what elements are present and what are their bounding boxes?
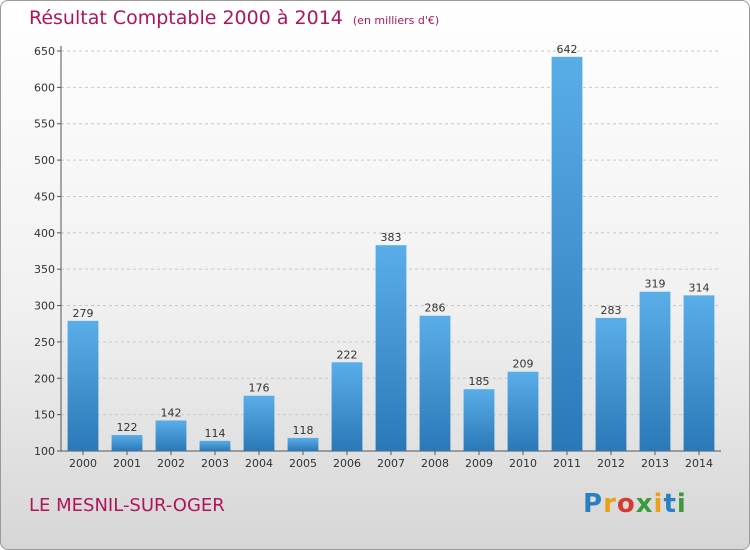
value-label: 176	[249, 382, 270, 395]
y-tick-label: 100	[34, 445, 55, 458]
bar-2014	[683, 295, 715, 451]
y-tick-label: 400	[34, 227, 55, 240]
x-tick-label: 2009	[465, 457, 493, 470]
y-tick-label: 550	[34, 118, 55, 131]
x-tick-label: 2002	[157, 457, 185, 470]
bar-2004	[243, 395, 275, 451]
x-tick-label: 2003	[201, 457, 229, 470]
bar-2008	[419, 315, 451, 451]
bar-2005	[287, 437, 319, 451]
value-label: 142	[161, 406, 182, 419]
logo-letter: t	[663, 489, 677, 519]
bars	[67, 56, 715, 452]
value-label: 642	[557, 43, 578, 56]
y-tick-label: 450	[34, 190, 55, 203]
bar-2011	[551, 56, 583, 452]
value-label: 279	[73, 307, 94, 320]
bar-2006	[331, 362, 363, 451]
x-tick-label: 2012	[597, 457, 625, 470]
logo-letter: x	[635, 489, 654, 519]
x-tick-label: 2001	[113, 457, 141, 470]
y-tick-label: 650	[34, 45, 55, 58]
y-tick-label: 200	[34, 372, 55, 385]
value-label: 209	[513, 358, 534, 371]
x-tick-label: 2010	[509, 457, 537, 470]
y-tick-label: 500	[34, 154, 55, 167]
x-tick-label: 2000	[69, 457, 97, 470]
bar-2000	[67, 320, 99, 451]
logo-letter: i	[653, 489, 664, 519]
value-label: 222	[337, 348, 358, 361]
title-text: Résultat Comptable 2000 à 2014	[29, 7, 343, 29]
value-label: 122	[117, 421, 138, 434]
bar-2002	[155, 420, 187, 451]
x-tick-label: 2007	[377, 457, 405, 470]
value-label: 118	[293, 424, 314, 437]
y-tick-label: 250	[34, 336, 55, 349]
y-tick-label: 350	[34, 263, 55, 276]
value-label: 286	[425, 302, 446, 315]
labels: 100 150 200 250 300 350 400 450 500 550 600 650 279 2…	[34, 43, 713, 470]
value-label: 383	[381, 231, 402, 244]
x-tick-label: 2004	[245, 457, 273, 470]
value-label: 283	[601, 304, 622, 317]
value-label: 114	[205, 427, 226, 440]
bar-2010	[507, 371, 539, 451]
x-tick-label: 2014	[685, 457, 713, 470]
bar-2009	[463, 389, 495, 451]
bar-2007	[375, 245, 407, 451]
chart-title: Résultat Comptable 2000 à 2014 (en millie…	[29, 7, 439, 29]
y-tick-label: 300	[34, 300, 55, 313]
bar-2003	[199, 440, 231, 451]
bar-2012	[595, 317, 627, 451]
y-tick-label: 150	[34, 409, 55, 422]
x-tick-label: 2011	[553, 457, 581, 470]
x-tick-label: 2013	[641, 457, 669, 470]
logo-letter: i	[676, 489, 687, 519]
x-tick-label: 2006	[333, 457, 361, 470]
value-label: 314	[689, 281, 710, 294]
place-name: LE MESNIL-SUR-OGER	[29, 495, 225, 516]
y-tick-label: 600	[34, 81, 55, 94]
x-tick-label: 2008	[421, 457, 449, 470]
chart-subtitle: (en milliers d'€)	[352, 14, 440, 27]
value-label: 185	[469, 375, 490, 388]
bar-2013	[639, 291, 671, 451]
logo-letter: r	[603, 489, 617, 519]
proxiti-logo: Proxiti	[583, 489, 687, 519]
logo-letter: o	[616, 489, 636, 519]
value-label: 319	[645, 278, 666, 291]
bar-2001	[111, 435, 143, 451]
logo-letter: P	[583, 489, 604, 519]
x-tick-label: 2005	[289, 457, 317, 470]
